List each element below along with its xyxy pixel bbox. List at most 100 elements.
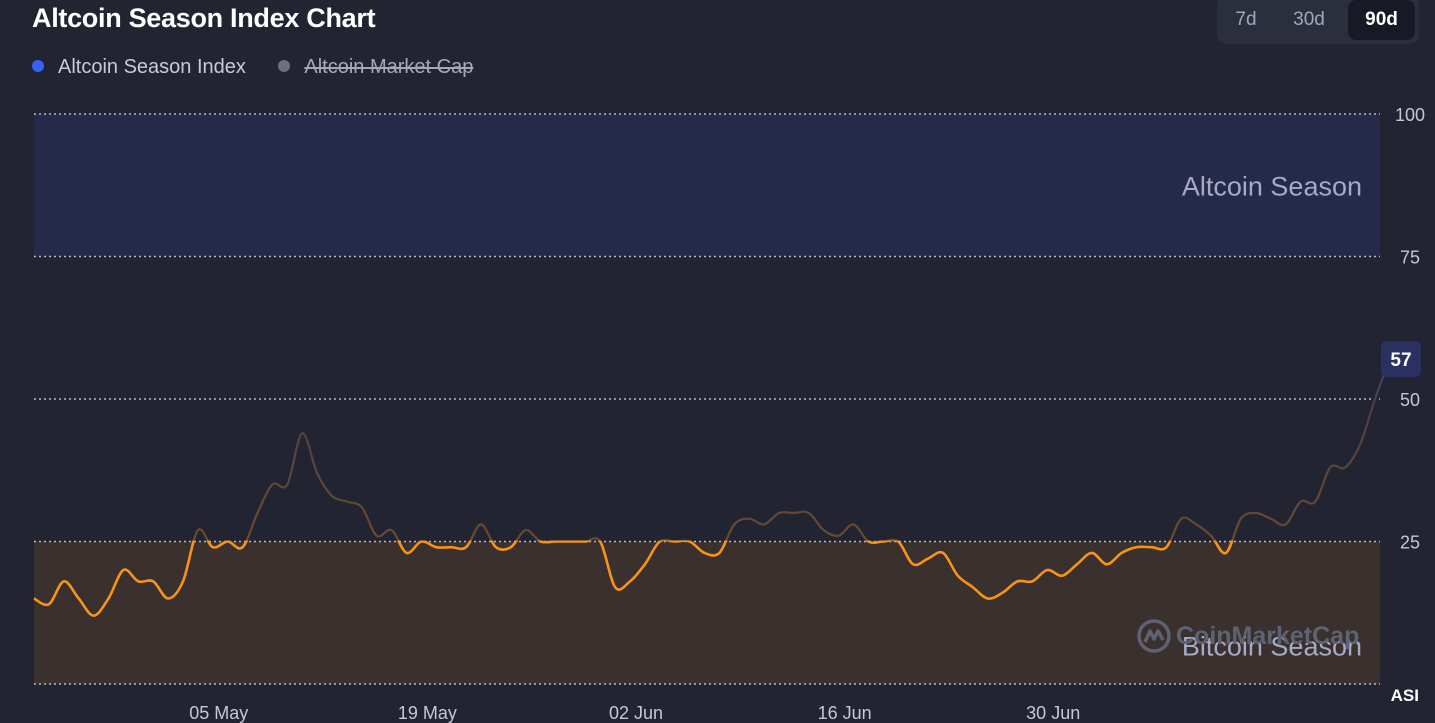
zone-label-bitcoin-season: Bitcoin Season bbox=[1182, 632, 1362, 662]
data-point[interactable] bbox=[152, 580, 154, 582]
data-point[interactable] bbox=[1225, 552, 1227, 554]
data-point[interactable] bbox=[48, 603, 50, 605]
legend-item-altcoin-market-cap[interactable]: Altcoin Market Cap bbox=[278, 56, 473, 79]
data-point[interactable] bbox=[1180, 518, 1182, 520]
data-point[interactable] bbox=[137, 580, 139, 582]
data-point[interactable] bbox=[465, 546, 467, 548]
data-point[interactable] bbox=[405, 552, 407, 554]
data-point[interactable] bbox=[1091, 552, 1093, 554]
data-point[interactable] bbox=[569, 540, 571, 542]
data-point[interactable] bbox=[301, 432, 303, 434]
data-point[interactable] bbox=[823, 529, 825, 531]
data-point[interactable] bbox=[390, 529, 392, 531]
data-point[interactable] bbox=[1076, 563, 1078, 565]
data-point[interactable] bbox=[927, 557, 929, 559]
data-point[interactable] bbox=[1001, 592, 1003, 594]
data-point[interactable] bbox=[1031, 580, 1033, 582]
data-point[interactable] bbox=[599, 540, 601, 542]
legend-item-altcoin-season-index[interactable]: Altcoin Season Index bbox=[32, 56, 246, 79]
data-point[interactable] bbox=[1374, 398, 1376, 400]
data-point[interactable] bbox=[420, 540, 422, 542]
data-point[interactable] bbox=[1284, 523, 1286, 525]
data-point[interactable] bbox=[480, 523, 482, 525]
data-point[interactable] bbox=[1150, 546, 1152, 548]
data-point[interactable] bbox=[1106, 563, 1108, 565]
data-point[interactable] bbox=[227, 540, 229, 542]
data-point[interactable] bbox=[867, 540, 869, 542]
data-point[interactable] bbox=[986, 597, 988, 599]
data-point[interactable] bbox=[92, 614, 94, 616]
page-title: Altcoin Season Index Chart bbox=[32, 3, 376, 33]
data-point[interactable] bbox=[450, 546, 452, 548]
data-point[interactable] bbox=[182, 580, 184, 582]
data-point[interactable] bbox=[63, 580, 65, 582]
data-point[interactable] bbox=[644, 563, 646, 565]
data-point[interactable] bbox=[271, 483, 273, 485]
data-point[interactable] bbox=[286, 483, 288, 485]
data-point[interactable] bbox=[972, 586, 974, 588]
data-point[interactable] bbox=[107, 597, 109, 599]
data-point[interactable] bbox=[167, 597, 169, 599]
data-point[interactable] bbox=[688, 540, 690, 542]
data-point[interactable] bbox=[256, 512, 258, 514]
range-90d-button[interactable]: 90d bbox=[1348, 0, 1415, 40]
data-point[interactable] bbox=[212, 546, 214, 548]
data-point[interactable] bbox=[793, 512, 795, 514]
data-point[interactable] bbox=[897, 540, 899, 542]
range-7d-button[interactable]: 7d bbox=[1235, 9, 1257, 30]
data-point[interactable] bbox=[1046, 569, 1048, 571]
data-point[interactable] bbox=[1299, 500, 1301, 502]
data-point[interactable] bbox=[837, 535, 839, 537]
data-point[interactable] bbox=[346, 500, 348, 502]
data-point[interactable] bbox=[122, 569, 124, 571]
data-point[interactable] bbox=[316, 472, 318, 474]
data-point[interactable] bbox=[331, 495, 333, 497]
data-point[interactable] bbox=[495, 546, 497, 548]
data-point[interactable] bbox=[1165, 546, 1167, 548]
data-point[interactable] bbox=[659, 540, 661, 542]
data-point[interactable] bbox=[1210, 535, 1212, 537]
data-point[interactable] bbox=[241, 546, 243, 548]
data-point[interactable] bbox=[1270, 518, 1272, 520]
data-point[interactable] bbox=[1359, 443, 1361, 445]
data-point[interactable] bbox=[882, 540, 884, 542]
data-point[interactable] bbox=[1344, 466, 1346, 468]
data-point[interactable] bbox=[1061, 575, 1063, 577]
data-point[interactable] bbox=[748, 518, 750, 520]
data-point[interactable] bbox=[376, 535, 378, 537]
data-point[interactable] bbox=[629, 580, 631, 582]
data-point[interactable] bbox=[1121, 552, 1123, 554]
data-point[interactable] bbox=[1329, 466, 1331, 468]
data-point[interactable] bbox=[554, 540, 556, 542]
data-point[interactable] bbox=[1255, 512, 1257, 514]
data-point[interactable] bbox=[584, 540, 586, 542]
data-point[interactable] bbox=[614, 586, 616, 588]
data-point[interactable] bbox=[510, 546, 512, 548]
data-point[interactable] bbox=[525, 529, 527, 531]
data-point[interactable] bbox=[852, 523, 854, 525]
data-point[interactable] bbox=[539, 540, 541, 542]
data-point[interactable] bbox=[1135, 546, 1137, 548]
data-point[interactable] bbox=[1240, 518, 1242, 520]
data-point[interactable] bbox=[435, 546, 437, 548]
data-point[interactable] bbox=[957, 575, 959, 577]
data-point[interactable] bbox=[703, 552, 705, 554]
data-point[interactable] bbox=[1314, 500, 1316, 502]
data-point[interactable] bbox=[361, 506, 363, 508]
data-point[interactable] bbox=[674, 540, 676, 542]
range-30d-button[interactable]: 30d bbox=[1293, 9, 1325, 30]
data-point[interactable] bbox=[1195, 523, 1197, 525]
data-point[interactable] bbox=[778, 512, 780, 514]
data-point[interactable] bbox=[942, 552, 944, 554]
data-point[interactable] bbox=[912, 563, 914, 565]
data-point[interactable] bbox=[763, 523, 765, 525]
data-point[interactable] bbox=[78, 597, 80, 599]
data-point[interactable] bbox=[33, 597, 35, 599]
data-point[interactable] bbox=[718, 552, 720, 554]
data-point[interactable] bbox=[197, 529, 199, 531]
time-range-selector: 7d 30d 90d bbox=[1217, 0, 1419, 44]
data-point[interactable] bbox=[1016, 580, 1018, 582]
data-point[interactable] bbox=[808, 512, 810, 514]
data-point[interactable] bbox=[733, 523, 735, 525]
